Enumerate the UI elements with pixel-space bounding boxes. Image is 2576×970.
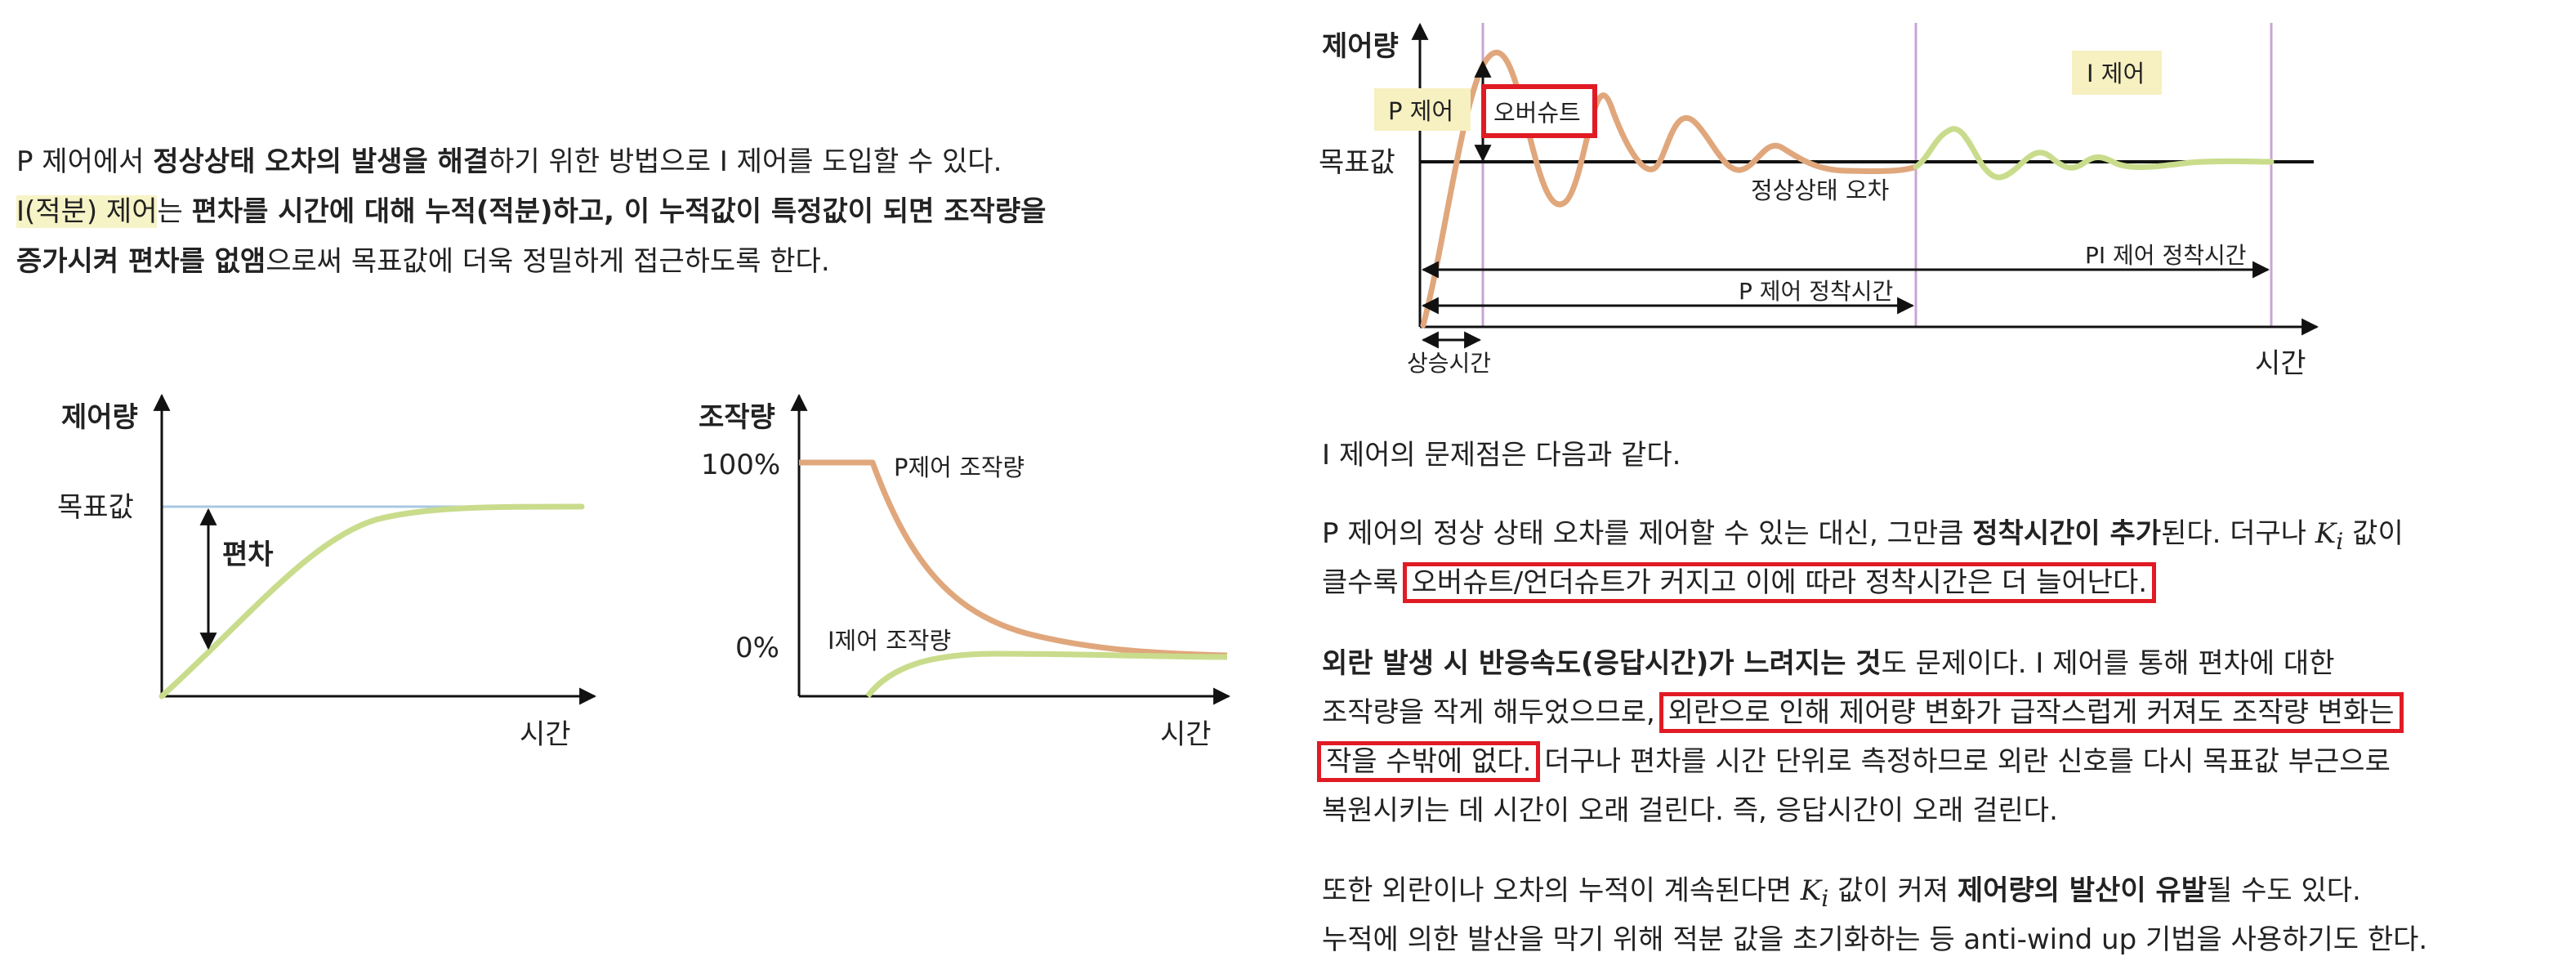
right-p2-ki: Ki (2315, 517, 2343, 555)
right-p4-line1: 또한 외란이나 오차의 누적이 계속된다면 Ki 값이 커져 제어량의 발산이 … (1322, 866, 2361, 923)
intro-line-2-bold: 편차를 시간에 대해 누적(적분)하고, 이 누적값이 특정값이 되면 조작량을 (191, 195, 1047, 228)
right-p3-red-box-1: 외란으로 인해 제어량 변화가 급작스럽게 커져도 조작량 변화는 (1659, 692, 2404, 733)
right-p-control-label: P 제어 (1388, 97, 1453, 125)
right-p4-pre: 또한 외란이나 오차의 누적이 계속된다면 (1322, 874, 1801, 907)
right-p4-line2-text: 누적에 의한 발산을 막기 위해 적분 값을 초기화하는 등 anti-wind… (1322, 923, 2428, 956)
left-deviation-label: 편차 (222, 539, 274, 571)
left-x-label: 시간 (520, 718, 571, 751)
mid-tick-0: 0% (735, 632, 779, 664)
right-target-label: 목표값 (1319, 146, 1395, 179)
ki-subscript-2: i (1821, 884, 1829, 912)
right-p3-line4-text: 복원시키는 데 시간이 오래 걸린다. 즉, 응답시간이 오래 걸린다. (1322, 794, 2058, 827)
right-p3-line2-pre: 조작량을 작게 해두었으므로, (1322, 696, 1664, 729)
right-p2-line2-pre: 클수록 (1322, 566, 1408, 599)
intro-line-2: I(적분) 제어는 편차를 시간에 대해 누적(적분)하고, 이 누적값이 특정… (16, 187, 1046, 236)
right-p4-post: 될 수도 있다. (2207, 874, 2361, 907)
right-p-curve (1420, 49, 1919, 329)
intro-line-3-bold: 증가시켜 편차를 없앰 (16, 245, 266, 278)
left-response-curve (158, 503, 585, 700)
right-p4-bold: 제어량의 발산이 유발 (1957, 874, 2208, 907)
intro-line-1-post: 하기 위한 방법으로 I 제어를 도입할 수 있다. (489, 145, 1002, 178)
right-p3-line1: 외란 발생 시 반응속도(응답시간)가 느려지는 것도 문제이다. I 제어를 … (1322, 639, 2334, 688)
intro-line-1-pre: P 제어에서 (16, 145, 154, 178)
right-i-control-box (2072, 51, 2162, 95)
right-p3-line4: 복원시키는 데 시간이 오래 걸린다. 즉, 응답시간이 오래 걸린다. (1322, 786, 2058, 835)
intro-line-3: 증가시켜 편차를 없앰으로써 목표값에 더욱 정밀하게 접근하도록 한다. (16, 237, 830, 286)
right-x-label: 시간 (2255, 347, 2306, 380)
right-p2-pre: P 제어의 정상 상태 오차를 제어할 수 있는 대신, 그만큼 (1322, 517, 1973, 550)
right-i-curve (1913, 126, 2275, 181)
mid-p-label: P제어 조작량 (894, 454, 1025, 481)
right-p-control-box (1374, 88, 1471, 131)
ki-subscript: i (2336, 527, 2344, 555)
right-overshoot-label: 오버슈트 (1493, 99, 1581, 127)
right-overshoot-box (1481, 84, 1597, 138)
left-chart: 제어량 목표값 편차 시간 (57, 393, 597, 751)
right-p1-text: I 제어의 문제점은 다음과 같다. (1322, 439, 1681, 472)
right-p2-red-box: 오버슈트/언더슈트가 커지고 이에 따라 정착시간은 더 늘어난다. (1402, 562, 2157, 603)
right-p3-post: 도 문제이다. I 제어를 통해 편차에 대한 (1881, 647, 2335, 680)
right-i-control-label: I 제어 (2087, 60, 2145, 87)
right-steady-error-label: 정상상태 오차 (1751, 177, 1889, 204)
ki-symbol: K (2315, 517, 2337, 550)
right-p2-bold: 정착시간이 추가 (1972, 517, 2162, 550)
right-p2-post: 된다. 더구나 (2161, 517, 2315, 550)
mid-p-curve (799, 459, 1228, 659)
mid-x-label: 시간 (1160, 718, 1212, 751)
right-p2-line2: 클수록 오버슈트/언더슈트가 커지고 이에 따라 정착시간은 더 늘어난다. (1322, 558, 2157, 607)
right-y-label: 제어량 (1322, 30, 1399, 63)
ki-symbol-2: K (1800, 874, 1822, 907)
right-p4-ki: Ki (1800, 874, 1828, 912)
intro-line-2-mid: 는 (157, 195, 192, 228)
right-p3-red-box-2: 작을 수밖에 없다. (1317, 741, 1541, 782)
right-p1: I 제어의 문제점은 다음과 같다. (1322, 431, 1681, 480)
mid-tick-100: 100% (701, 449, 780, 481)
right-p3-bold: 외란 발생 시 반응속도(응답시간)가 느려지는 것 (1322, 647, 1882, 680)
right-p-settle-label: P 제어 정착시간 (1739, 278, 1893, 305)
mid-y-label: 조작량 (699, 401, 775, 434)
mid-i-label: I제어 조작량 (828, 627, 951, 655)
right-p2-post2: 값이 (2343, 517, 2404, 550)
intro-highlight: I(적분) 제어 (16, 195, 158, 228)
intro-line-3-post: 으로써 목표값에 더욱 정밀하게 접근하도록 한다. (266, 245, 830, 278)
right-rise-time-label: 상승시간 (1407, 350, 1491, 377)
mid-i-curve (865, 650, 1228, 699)
right-p3-line2: 조작량을 작게 해두었으므로, 외란으로 인해 제어량 변화가 급작스럽게 커져… (1322, 688, 2404, 737)
right-p3-line3-post: 더구나 편차를 시간 단위로 측정하므로 외란 신호를 다시 목표값 부근으로 (1535, 745, 2391, 778)
right-p2-line1: P 제어의 정상 상태 오차를 제어할 수 있는 대신, 그만큼 정착시간이 추… (1322, 509, 2404, 566)
intro-line-1-bold: 정상상태 오차의 발생을 해결 (153, 145, 489, 178)
middle-chart: 조작량 100% 0% P제어 조작량 I제어 조작량 시간 (699, 393, 1231, 751)
right-p4-mid: 값이 커져 (1828, 874, 1958, 907)
right-p3-line3: 작을 수밖에 없다. 더구나 편차를 시간 단위로 측정하므로 외란 신호를 다… (1317, 737, 2391, 786)
left-y-label: 제어량 (61, 401, 138, 434)
left-target-label: 목표값 (57, 491, 134, 524)
right-pi-settle-label: PI 제어 정착시간 (2085, 242, 2247, 269)
right-chart: P 제어 오버슈트 I 제어 제어량 목표값 정상상태 오차 PI 제어 정착시… (1319, 22, 2319, 380)
right-p4-line2: 누적에 의한 발산을 막기 위해 적분 값을 초기화하는 등 anti-wind… (1322, 915, 2427, 964)
intro-line-1: P 제어에서 정상상태 오차의 발생을 해결하기 위한 방법으로 I 제어를 도… (16, 137, 1002, 186)
